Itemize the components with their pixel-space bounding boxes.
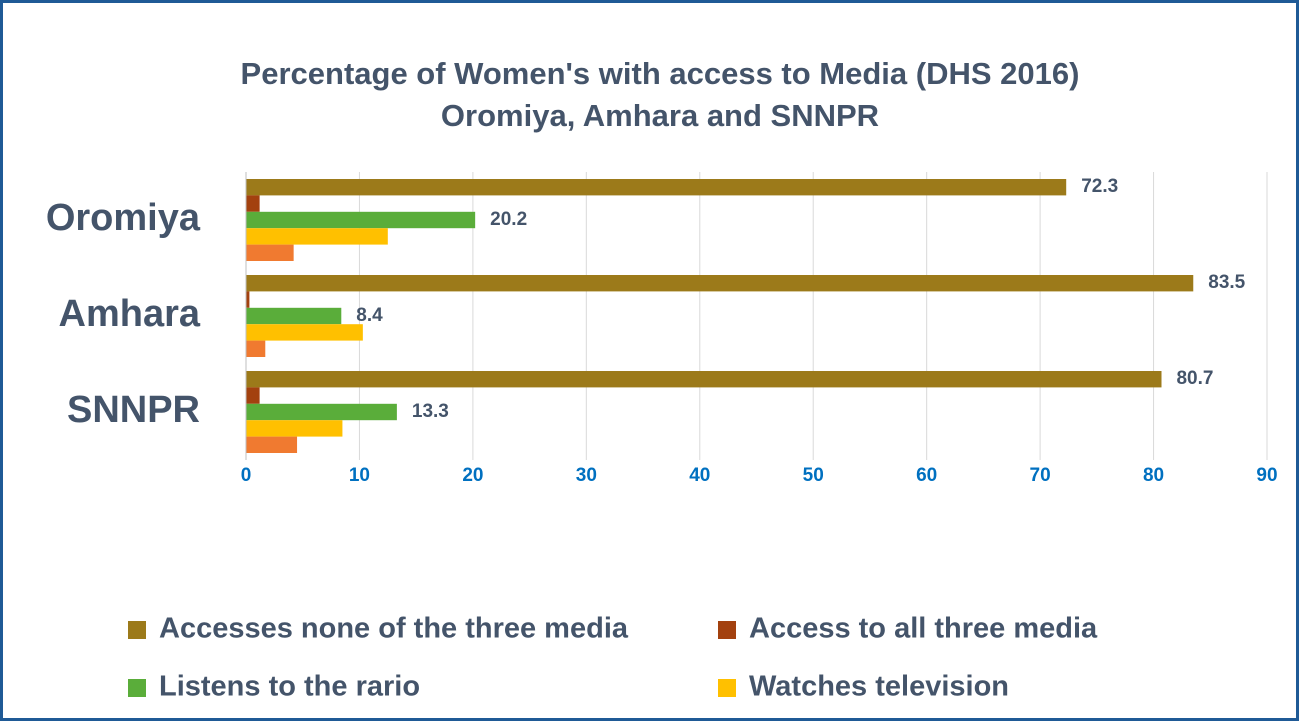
bar bbox=[246, 324, 363, 341]
x-tick-label: 10 bbox=[349, 465, 370, 486]
bar bbox=[246, 228, 388, 245]
data-label: 83.5 bbox=[1208, 272, 1245, 293]
legend-swatch bbox=[128, 679, 146, 697]
bar bbox=[246, 436, 298, 453]
legend-label: Access to all three media bbox=[749, 613, 1098, 645]
x-tick-label: 20 bbox=[462, 465, 483, 486]
data-label: 8.4 bbox=[356, 305, 383, 326]
bar bbox=[246, 420, 343, 437]
bar bbox=[246, 387, 260, 404]
legend-swatch bbox=[718, 621, 736, 639]
category-label: SNNPR bbox=[67, 389, 200, 431]
x-tick-label: 60 bbox=[916, 465, 937, 486]
x-tick-label: 80 bbox=[1143, 465, 1164, 486]
chart-subtitle: Oromiya, Amhara and SNNPR bbox=[441, 98, 879, 133]
chart-title: Percentage of Women's with access to Med… bbox=[241, 56, 1080, 91]
category-label: Amhara bbox=[59, 293, 201, 335]
bar bbox=[246, 244, 294, 261]
data-label: 80.7 bbox=[1176, 368, 1213, 389]
data-label: 13.3 bbox=[412, 401, 449, 422]
legend-swatch bbox=[128, 621, 146, 639]
bar bbox=[246, 275, 1194, 292]
legend-label: Watches television bbox=[749, 671, 1009, 703]
data-label: 72.3 bbox=[1081, 176, 1118, 197]
bar bbox=[246, 179, 1067, 196]
legend-label: Accesses none of the three media bbox=[159, 613, 629, 645]
x-tick-label: 40 bbox=[689, 465, 710, 486]
bar bbox=[246, 211, 476, 229]
bar bbox=[246, 403, 397, 421]
x-tick-label: 30 bbox=[576, 465, 597, 486]
x-tick-label: 90 bbox=[1256, 465, 1277, 486]
legend-label: Listens to the rario bbox=[159, 671, 420, 703]
category-label: Oromiya bbox=[46, 197, 201, 239]
x-tick-label: 70 bbox=[1030, 465, 1051, 486]
legend-swatch bbox=[718, 679, 736, 697]
bar bbox=[246, 307, 342, 325]
x-tick-label: 0 bbox=[241, 465, 252, 486]
x-tick-label: 50 bbox=[803, 465, 824, 486]
bar bbox=[246, 195, 260, 212]
bar bbox=[246, 371, 1162, 388]
data-label: 20.2 bbox=[490, 209, 527, 230]
bar bbox=[246, 340, 266, 357]
bar bbox=[246, 291, 250, 308]
